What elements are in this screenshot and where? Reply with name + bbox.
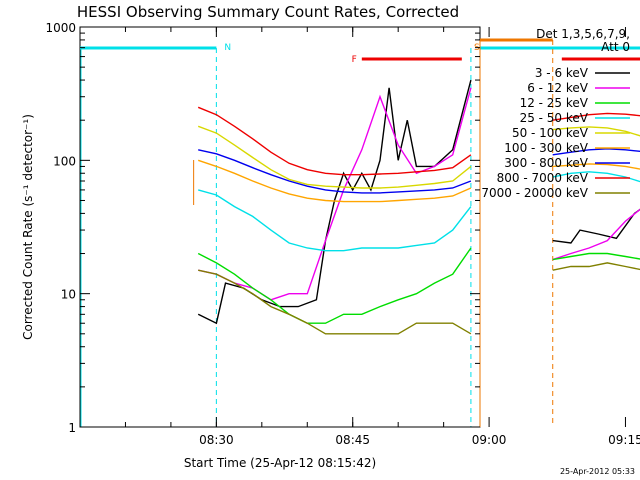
series-line-7-segment-1 (198, 149, 472, 194)
legend-label-1: 3 - 6 keV (535, 66, 589, 80)
y-axis-label: Corrected Count Rate (s⁻¹ detector⁻¹) (21, 114, 35, 340)
y-tick-label-0: 1 (68, 421, 76, 435)
legend-label-7: 300 - 800 keV (504, 156, 588, 170)
x-tick-label-2: 09:00 (472, 433, 507, 447)
series-line-5-segment-2 (552, 126, 640, 137)
legend-label-8: 800 - 7000 keV (497, 171, 589, 185)
chart-title: HESSI Observing Summary Count Rates, Cor… (77, 3, 459, 21)
series-line-2-segment-2 (552, 208, 640, 261)
x-tick-label-1: 08:45 (335, 433, 370, 447)
series-line-1-segment-2 (552, 208, 640, 244)
series-line-6-segment-2 (552, 163, 640, 170)
legend-label-4: 25 - 50 keV (520, 111, 589, 125)
legend-label-9: 7000 - 20000 keV (481, 186, 588, 200)
timestamp: 25-Apr-2012 05:33 (560, 467, 635, 476)
legend-label-5: 50 - 100 keV (512, 126, 589, 140)
legend-label-6: 100 - 300 keV (504, 141, 588, 155)
series-line-8-segment-1 (197, 106, 472, 176)
flag-n: N (224, 43, 231, 53)
series-line-5-segment-1 (197, 125, 472, 189)
legend-label-3: 12 - 25 keV (520, 96, 589, 110)
plot-frame (79, 26, 481, 428)
series-line-4-segment-2 (552, 171, 640, 183)
series-line-7-segment-2 (552, 148, 640, 156)
series-line-3-segment-1 (197, 247, 472, 324)
series-line-2-segment-1 (198, 87, 472, 301)
y-tick-label-1: 10 (61, 288, 76, 302)
series-line-9-segment-1 (198, 269, 472, 335)
legend-label-2: 6 - 12 keV (527, 81, 589, 95)
y-tick-label-3: 1000 (45, 21, 76, 35)
series-line-6-segment-1 (197, 159, 472, 203)
y-tick-label-2: 100 (53, 154, 76, 168)
legend-title-line-1: Det 1,3,5,6,7,9, (536, 27, 630, 41)
series-layer (197, 79, 640, 335)
series-line-3-segment-2 (552, 252, 640, 261)
x-tick-label-0: 08:30 (199, 433, 234, 447)
legend-title-line-2: Att 0 (601, 40, 630, 54)
series-line-9-segment-2 (552, 262, 640, 271)
x-axis-label: Start Time (25-Apr-12 08:15:42) (184, 456, 376, 470)
flag-f: F (352, 55, 357, 65)
x-tick-label-3: 09:15 (608, 433, 640, 447)
series-line-4-segment-1 (198, 189, 472, 252)
series-line-8-segment-2 (552, 112, 640, 121)
